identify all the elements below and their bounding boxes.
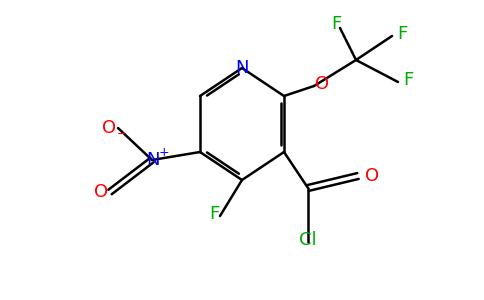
Text: O: O xyxy=(365,167,379,185)
Text: F: F xyxy=(397,25,407,43)
Text: −: − xyxy=(117,128,127,140)
Text: O: O xyxy=(94,183,108,201)
Text: +: + xyxy=(159,146,169,160)
Text: F: F xyxy=(331,15,341,33)
Text: N: N xyxy=(146,151,160,169)
Text: Cl: Cl xyxy=(299,231,317,249)
Text: N: N xyxy=(235,59,249,77)
Text: O: O xyxy=(315,75,329,93)
Text: F: F xyxy=(403,71,413,89)
Text: F: F xyxy=(209,205,219,223)
Text: O: O xyxy=(102,119,116,137)
